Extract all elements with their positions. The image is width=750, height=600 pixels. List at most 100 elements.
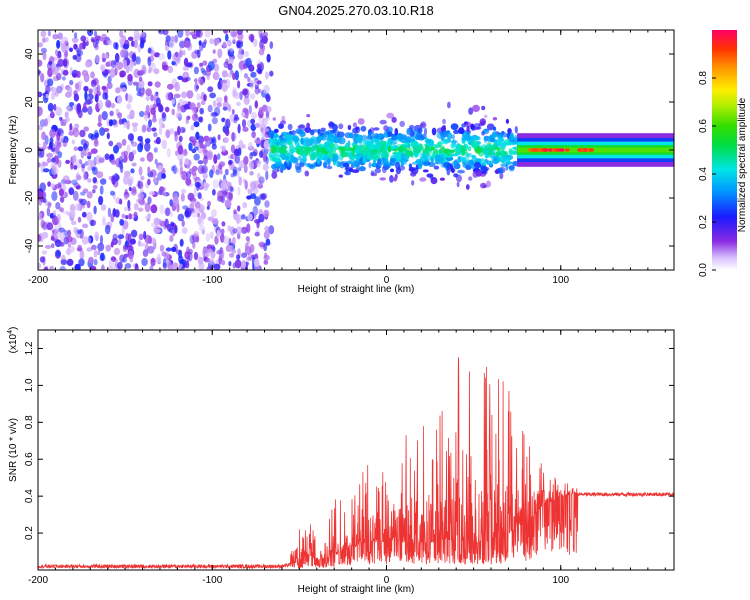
- noise-blob: [76, 175, 82, 181]
- noise-blob: [177, 75, 184, 80]
- noise-blob: [170, 221, 175, 227]
- noise-blob: [166, 147, 171, 158]
- noise-blob: [237, 186, 241, 196]
- noise-blob: [52, 33, 59, 40]
- noise-blob: [263, 209, 270, 218]
- noise-blob: [208, 258, 215, 265]
- noise-blob: [254, 100, 258, 109]
- noise-blob: [263, 242, 268, 252]
- signal-blob: [376, 161, 382, 169]
- noise-blob: [102, 216, 106, 226]
- noise-blob: [229, 252, 235, 258]
- signal-blob: [382, 163, 390, 171]
- noise-blob: [144, 138, 151, 144]
- noise-blob: [206, 150, 213, 161]
- noise-blob: [38, 106, 43, 116]
- noise-blob: [237, 205, 241, 212]
- signal-blob: [347, 124, 352, 131]
- noise-blob: [64, 111, 69, 119]
- noise-blob: [100, 178, 107, 185]
- noise-blob: [171, 246, 177, 252]
- noise-blob: [71, 155, 77, 166]
- signal-blob: [371, 148, 379, 153]
- noise-blob: [133, 39, 138, 49]
- noise-blob: [237, 123, 241, 134]
- noise-blob: [177, 213, 185, 222]
- signal-blob: [368, 162, 372, 169]
- noise-blob: [217, 153, 221, 160]
- signal-blob: [350, 157, 354, 161]
- carrier-peak: [589, 148, 594, 152]
- signal-blob: [271, 139, 276, 144]
- noise-blob: [247, 188, 253, 195]
- signal-blob: [286, 141, 291, 145]
- noise-blob: [147, 56, 152, 67]
- noise-blob: [216, 229, 221, 240]
- noise-blob: [44, 265, 49, 270]
- signal-blob: [289, 130, 293, 135]
- signal-blob: [338, 137, 346, 145]
- noise-blob: [47, 102, 54, 112]
- noise-blob: [242, 88, 248, 96]
- noise-blob: [264, 225, 270, 232]
- signal-blob: [499, 172, 504, 180]
- signal-blob: [270, 132, 274, 139]
- signal-blob: [480, 120, 486, 126]
- signal-blob: [479, 165, 485, 170]
- noise-blob: [94, 231, 100, 241]
- noise-blob: [233, 148, 240, 156]
- signal-blob: [507, 127, 512, 134]
- noise-blob: [38, 146, 42, 156]
- signal-blob: [383, 151, 389, 158]
- noise-blob: [178, 50, 183, 58]
- signal-blob: [500, 163, 508, 167]
- noise-blob: [126, 120, 130, 130]
- noise-blob: [162, 64, 169, 71]
- signal-blob: [280, 163, 286, 171]
- noise-blob: [42, 51, 47, 61]
- noise-blob: [246, 195, 252, 200]
- noise-blob: [92, 177, 98, 184]
- signal-blob: [442, 161, 450, 168]
- spectrogram-x-axis: -200 -100 0 100: [28, 30, 666, 286]
- noise-blob: [229, 113, 236, 123]
- noise-blob: [102, 92, 108, 100]
- noise-blob: [256, 63, 262, 70]
- noise-blob: [110, 159, 117, 165]
- noise-blob: [210, 244, 215, 251]
- noise-blob: [124, 263, 132, 269]
- noise-blob: [90, 219, 95, 227]
- noise-blob: [101, 85, 107, 91]
- noise-blob: [73, 127, 80, 138]
- noise-blob: [264, 131, 271, 139]
- noise-blob: [42, 168, 50, 173]
- signal-blob: [501, 132, 508, 138]
- noise-blob: [135, 33, 142, 38]
- signal-blob: [430, 157, 435, 163]
- signal-blob: [299, 148, 305, 153]
- noise-blob: [197, 116, 203, 123]
- noise-blob: [224, 168, 229, 176]
- noise-blob: [169, 211, 173, 217]
- signal-blob: [461, 123, 466, 128]
- noise-blob: [185, 76, 191, 82]
- noise-blob: [143, 110, 149, 116]
- noise-blob: [60, 207, 64, 213]
- noise-blob: [117, 234, 125, 240]
- noise-blob: [38, 199, 42, 206]
- signal-blob: [397, 133, 404, 142]
- signal-blob: [370, 172, 378, 177]
- noise-blob: [66, 247, 71, 256]
- noise-blob: [199, 225, 206, 232]
- noise-blob: [212, 49, 216, 54]
- noise-blob: [221, 221, 226, 227]
- noise-blob: [80, 35, 86, 42]
- signal-blob: [467, 159, 475, 166]
- noise-blob: [240, 226, 248, 234]
- signal-blob: [472, 104, 480, 112]
- noise-blob: [258, 30, 263, 39]
- signal-blob: [351, 169, 359, 173]
- signal-blob: [309, 129, 315, 136]
- spectrogram-ylabel: Frequency (Hz): [8, 116, 19, 185]
- noise-blob: [197, 160, 204, 165]
